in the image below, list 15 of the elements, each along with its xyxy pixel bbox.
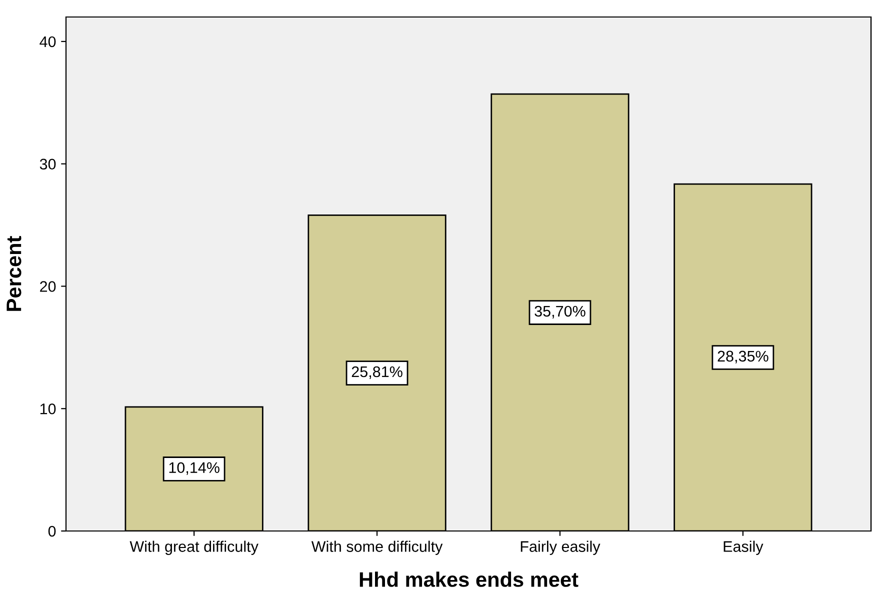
x-tick-label: Fairly easily xyxy=(520,540,600,555)
data-label: 35,70% xyxy=(534,306,586,318)
data-label: 10,14% xyxy=(169,462,220,475)
data-label: 28,35% xyxy=(718,350,768,364)
x-tick-label: Easily xyxy=(724,540,764,555)
data-label: 25,81% xyxy=(352,366,402,379)
y-axis-title: Percent xyxy=(6,236,22,311)
x-tick-label: With great difficulty xyxy=(130,540,258,555)
y-tick-label: 40 xyxy=(40,36,56,48)
y-tick-label: 0 xyxy=(48,526,56,537)
x-axis-title: Hhd makes ends meet xyxy=(360,572,578,587)
y-tick-label: 30 xyxy=(40,158,56,170)
y-tick-label: 20 xyxy=(40,281,56,292)
y-tick-label: 10 xyxy=(40,403,56,414)
x-tick-label: With some difficulty xyxy=(311,540,443,555)
